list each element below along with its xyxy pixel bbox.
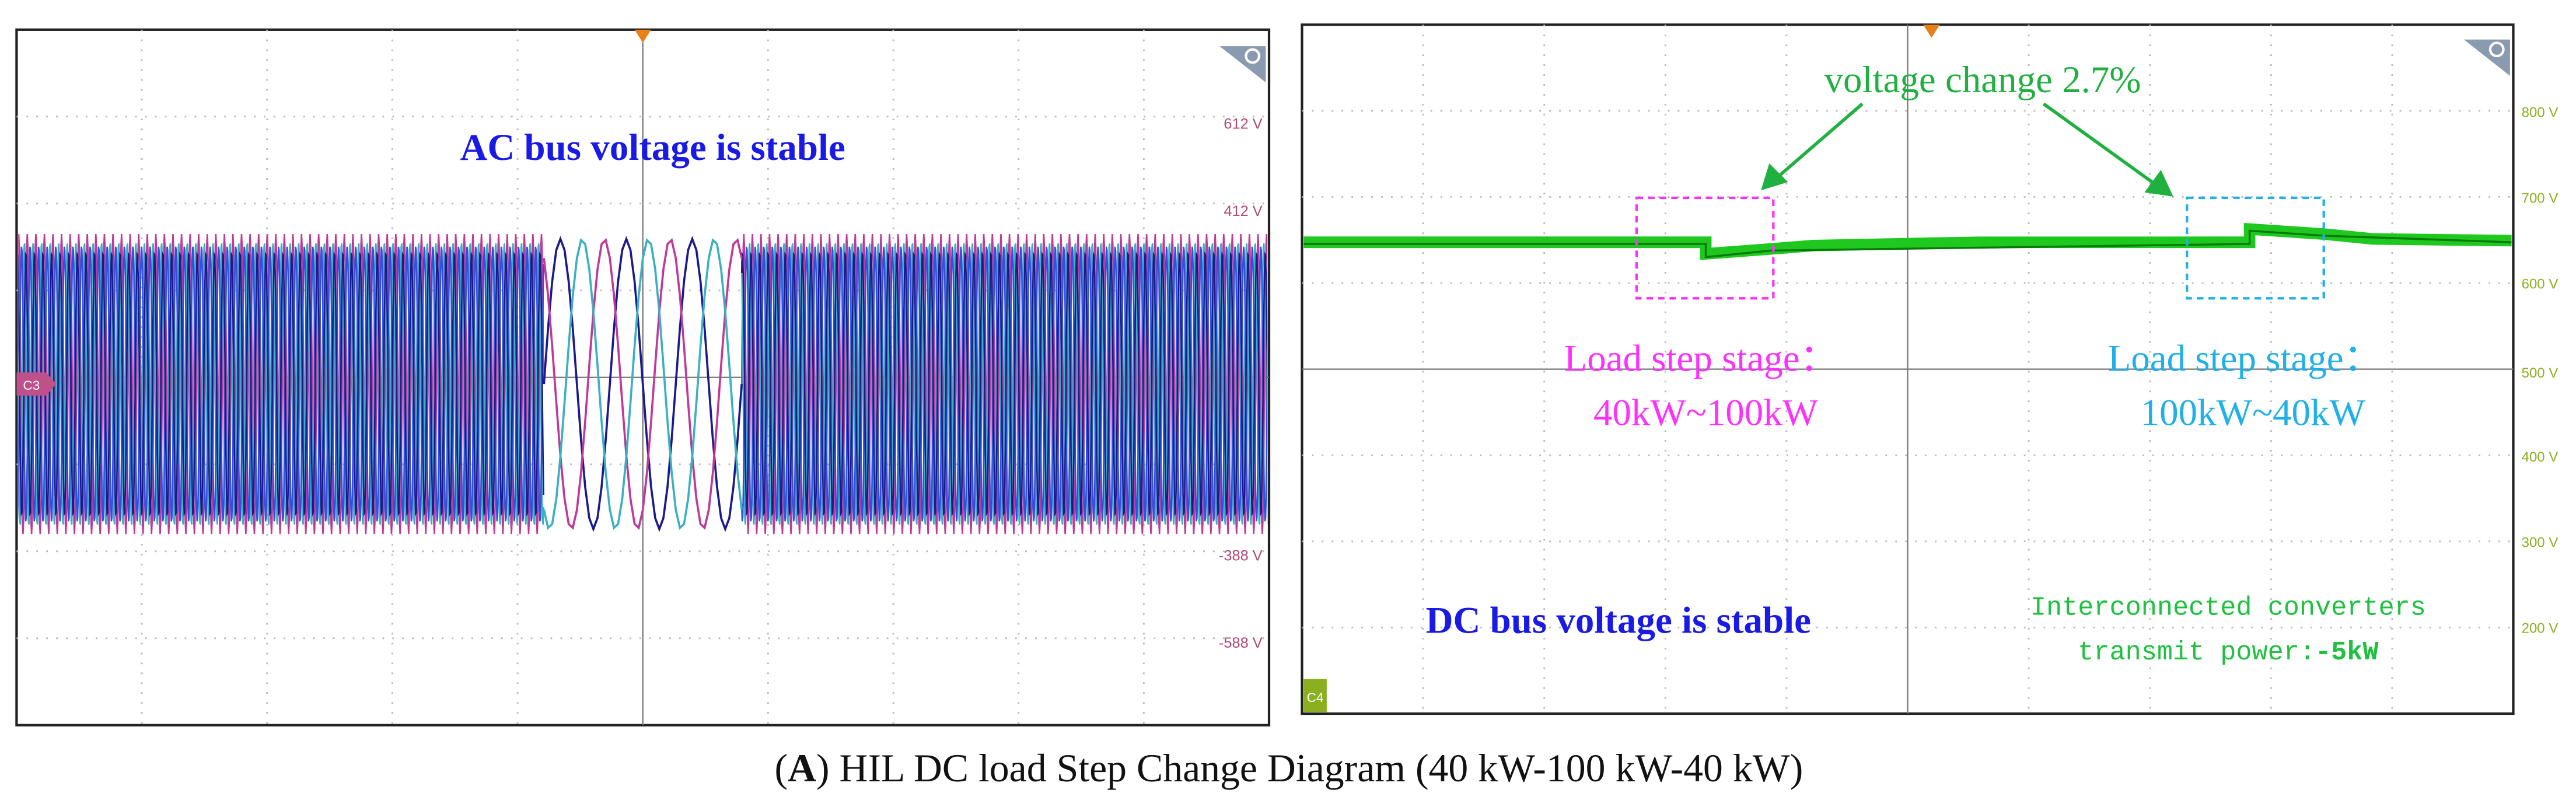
load-step-range: 40kW~100kW [1593, 392, 1819, 434]
power-note-prefix: transmit power: [2078, 637, 2315, 668]
axis-label: 600 V [2522, 276, 2558, 292]
axis-label: 412 V [1224, 203, 1262, 219]
waveform [740, 251, 1268, 517]
waveform [543, 238, 743, 530]
trigger-marker [634, 29, 651, 43]
waveform [740, 234, 1268, 535]
axis-label: 500 V [2522, 365, 2558, 381]
axis-label: 612 V [1224, 116, 1262, 132]
grid [1302, 25, 2514, 714]
power-note: transmit power:-5kW [2078, 637, 2379, 668]
load-step-range: 100kW~40kW [2141, 392, 2366, 434]
waveform [18, 234, 544, 535]
panel-title: AC bus voltage is stable [460, 127, 845, 169]
axis-label: 400 V [2522, 449, 2558, 465]
channel-tag: C4 [1303, 679, 1327, 712]
caption-open: ( [775, 746, 788, 790]
caption: (A) HIL DC load Step Change Diagram (40 … [775, 746, 1803, 790]
trigger-marker [1923, 25, 1940, 38]
waveform [543, 237, 743, 530]
waveform [740, 246, 1268, 522]
highlight-box [1635, 196, 1775, 300]
axis-label: 200 V [2522, 621, 2558, 637]
power-note: Interconnected converters [2030, 593, 2426, 623]
axis-label: 700 V [2522, 190, 2558, 206]
annotation: voltage change 2.7% [1824, 59, 2141, 101]
waveform [18, 251, 544, 517]
channel-label: C3 [23, 378, 40, 393]
axis-label: -588 V [1219, 635, 1263, 651]
power-note-value: -5kW [2315, 637, 2379, 668]
channel-tag: C3 [16, 372, 57, 396]
waveform [543, 236, 743, 532]
waveform [18, 246, 544, 522]
panel-title: DC bus voltage is stable [1426, 600, 1811, 642]
load-step-label: Load step stage： [1564, 338, 1838, 380]
load-step-label: Load step stage： [2108, 338, 2382, 380]
ac-waveforms [18, 234, 1268, 535]
axis-label: 300 V [2522, 535, 2558, 551]
caption-text: ) HIL DC load Step Change Diagram (40 kW… [816, 746, 1803, 790]
channel-label: C4 [1307, 690, 1324, 705]
highlight-box [2186, 196, 2325, 300]
dc-waveform [1303, 223, 2512, 260]
arrows [1761, 102, 2173, 197]
axis-label: -388 V [1219, 547, 1263, 564]
axis-label: 800 V [2522, 105, 2558, 121]
caption-label: A [788, 746, 816, 790]
